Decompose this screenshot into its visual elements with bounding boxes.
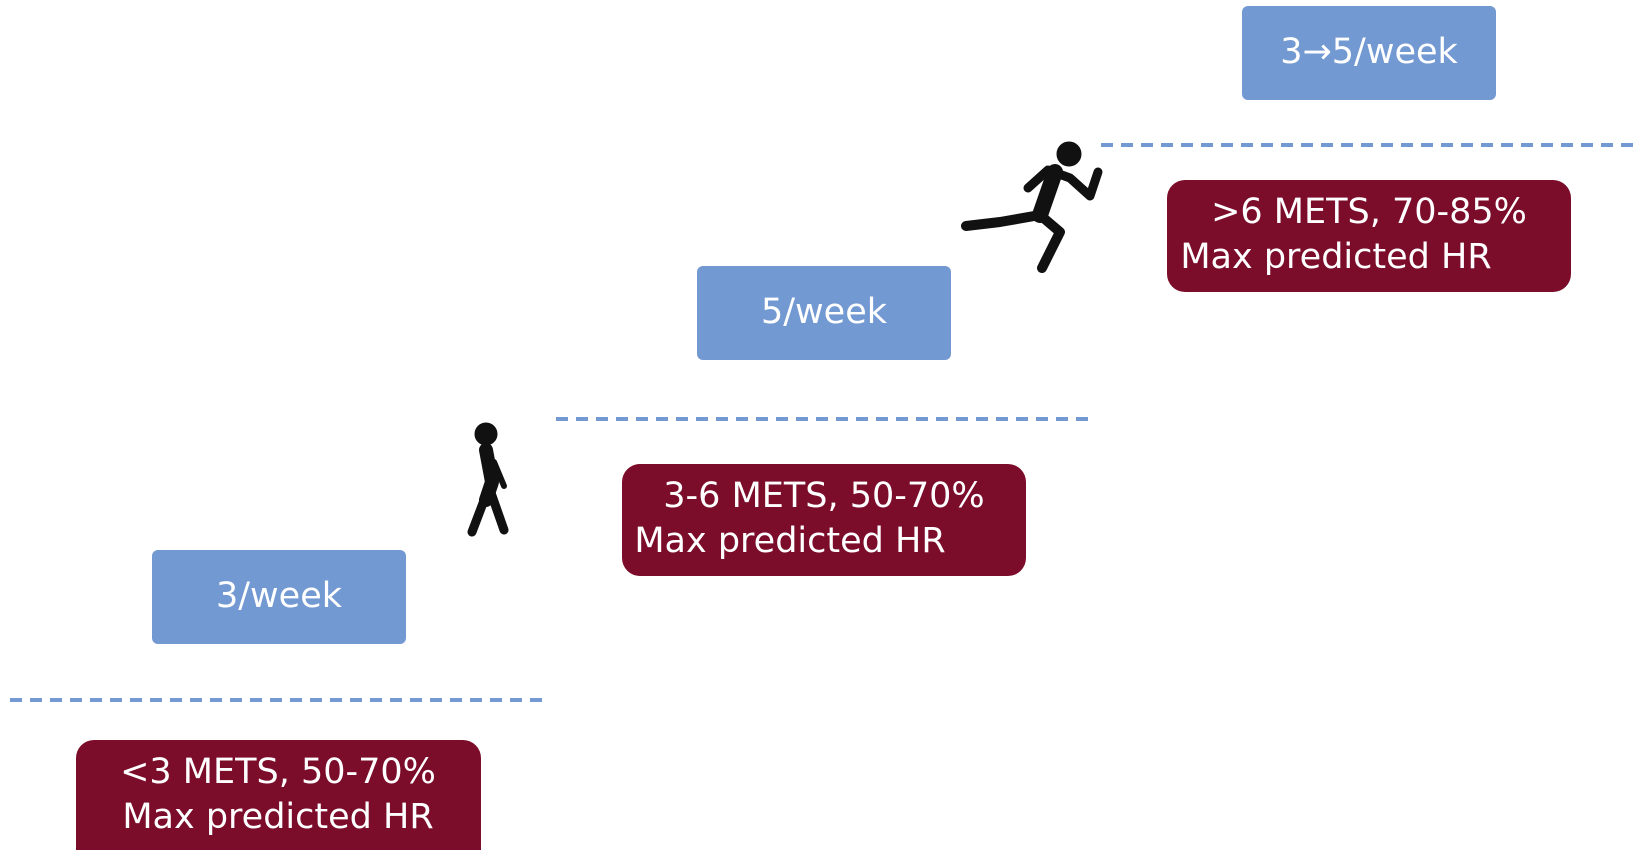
frequency-box xyxy=(697,266,951,360)
frequency-label: 3→5/week xyxy=(1280,32,1458,72)
intensity-box xyxy=(76,740,481,850)
intensity-label: Max predicted HR xyxy=(122,797,433,837)
frequency-label: 5/week xyxy=(761,292,888,332)
walker-icon xyxy=(467,422,509,537)
intensity-label: Max predicted HR xyxy=(634,521,945,561)
frequency-label: 3/week xyxy=(216,576,343,616)
frequency-box xyxy=(152,550,406,644)
frequency-box xyxy=(1242,6,1496,100)
intensity-label: <3 METS, 50-70% xyxy=(120,752,436,792)
runner-icon xyxy=(961,141,1103,273)
intensity-box xyxy=(622,464,1026,576)
intensity-label: Max predicted HR xyxy=(1180,237,1491,277)
intensity-box xyxy=(1167,180,1571,292)
intensity-label: 3-6 METS, 50-70% xyxy=(663,476,984,516)
intensity-label: >6 METS, 70-85% xyxy=(1211,192,1527,232)
